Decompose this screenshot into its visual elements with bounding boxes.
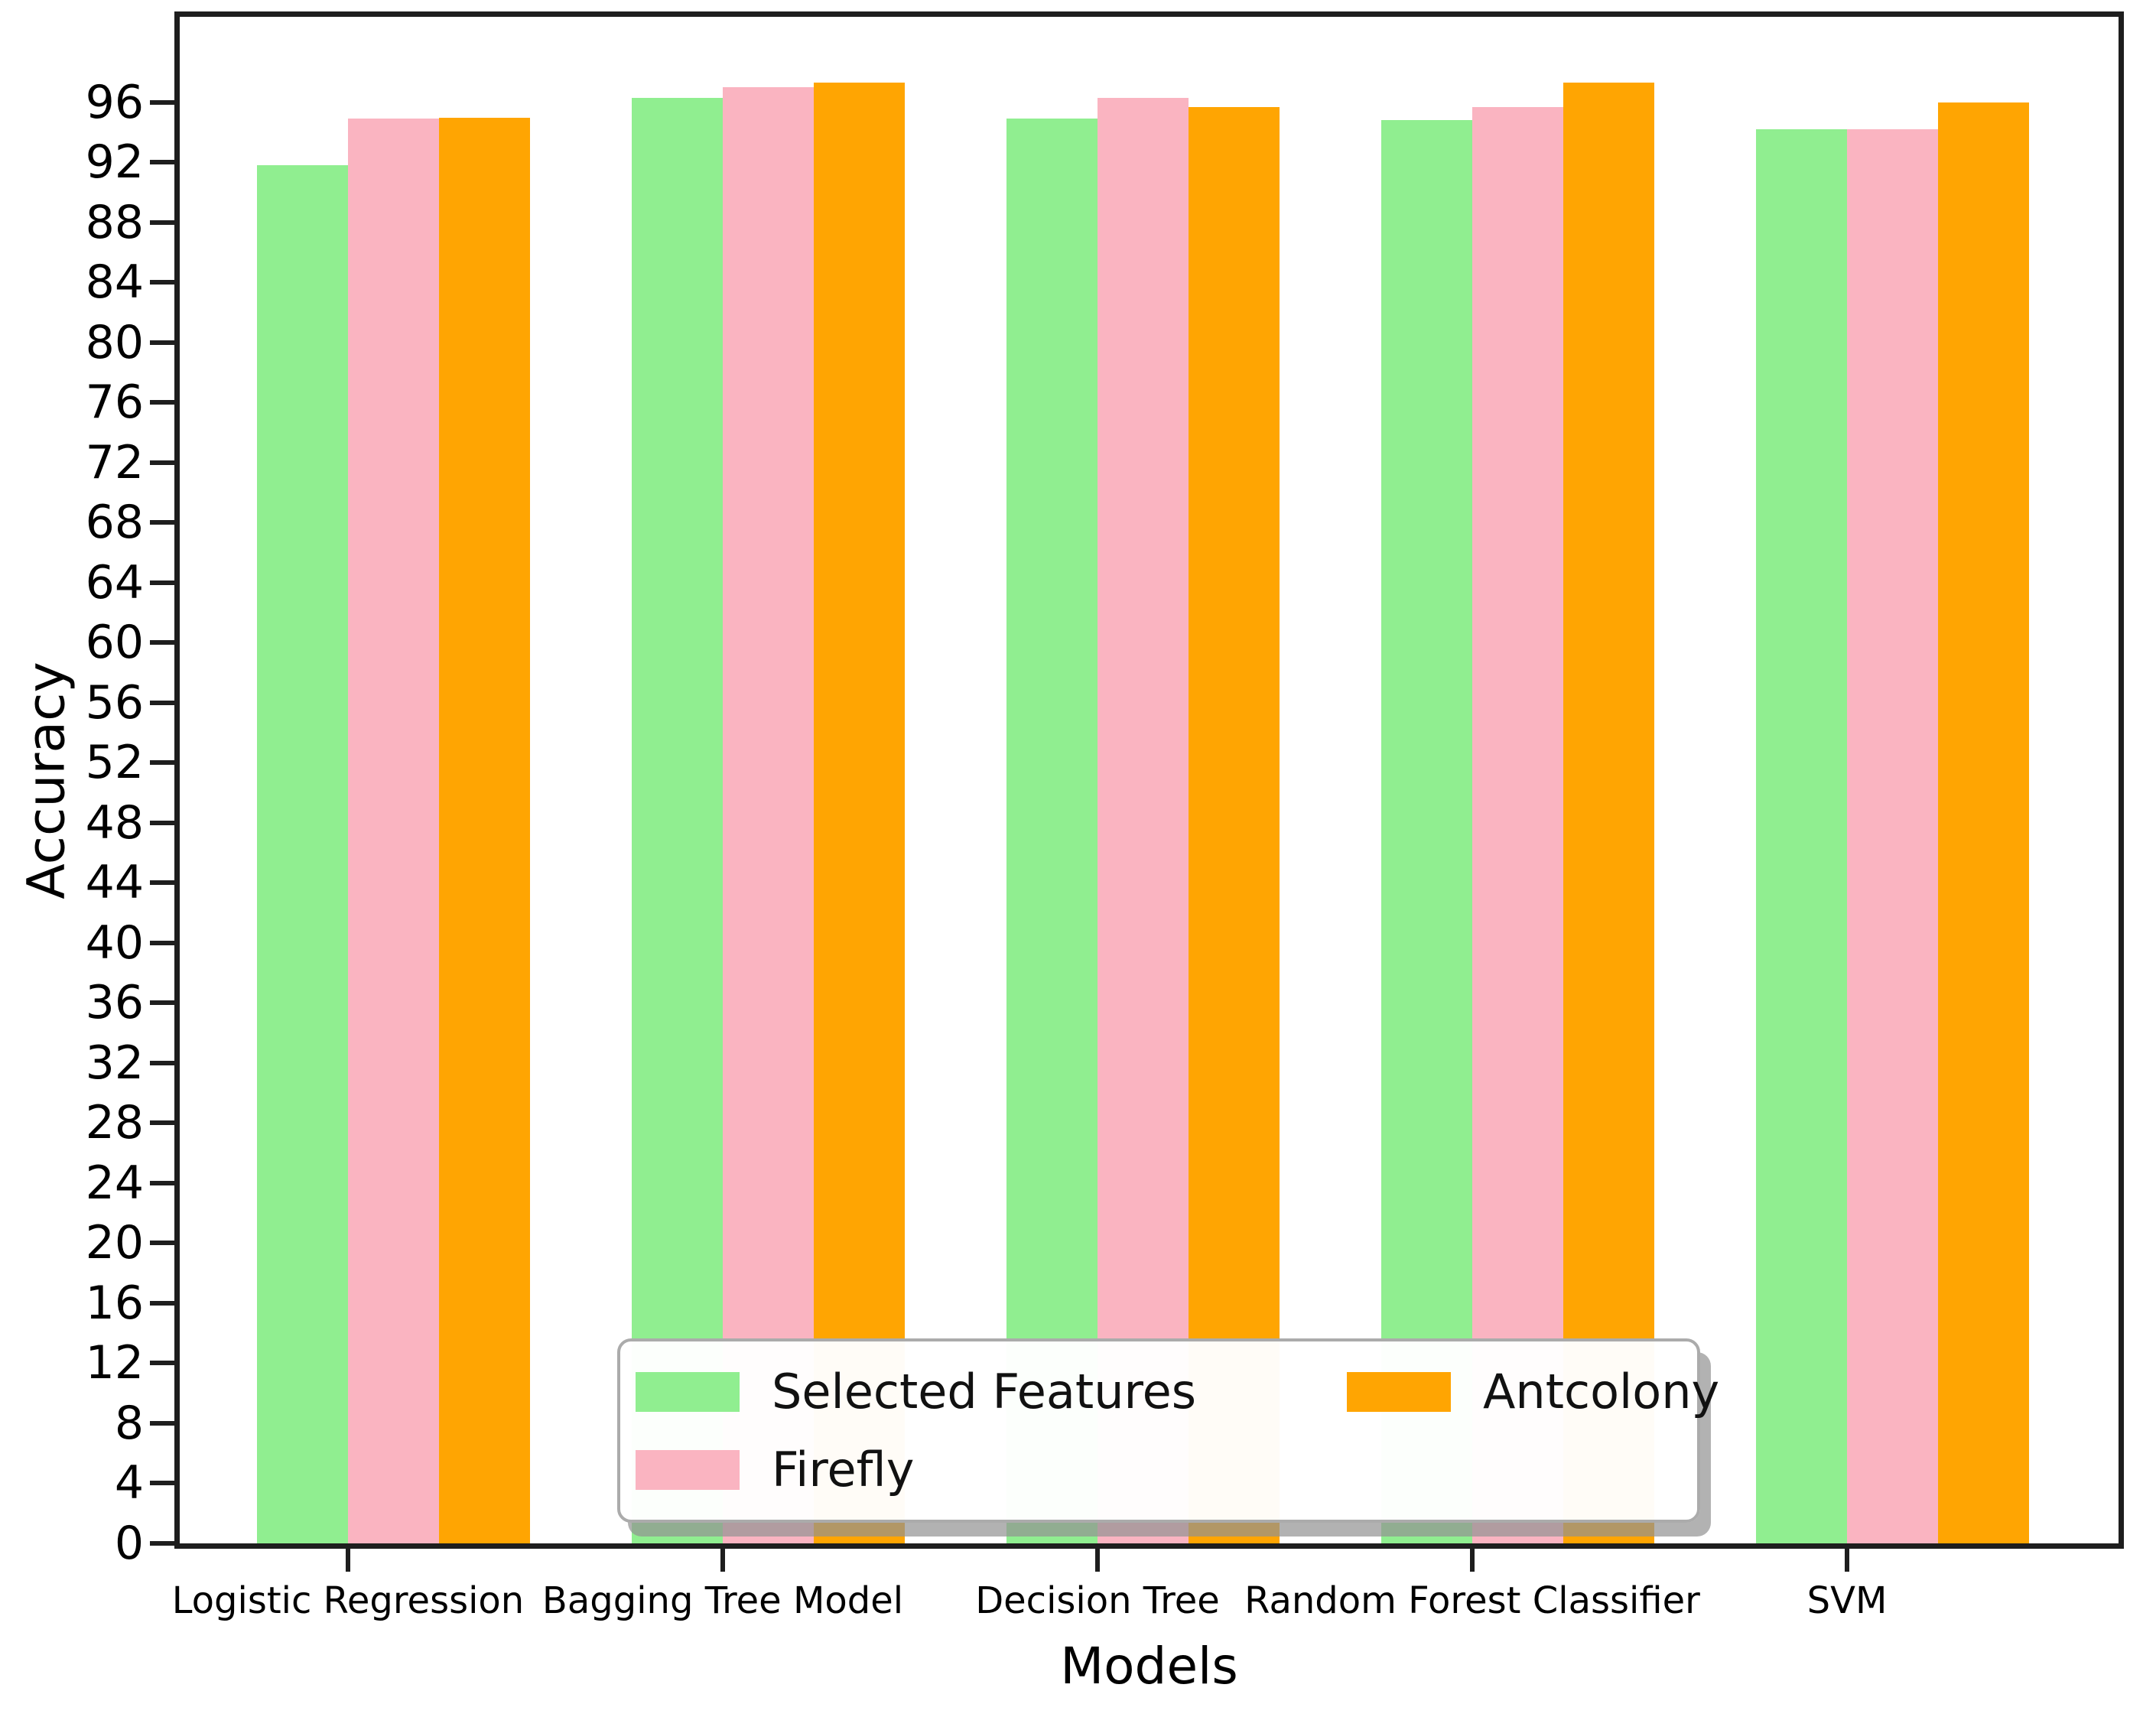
bar-antcolony-decision-tree bbox=[1189, 106, 1280, 1543]
bar-selected-features-svm bbox=[1756, 129, 1847, 1543]
y-tick-mark bbox=[150, 1180, 174, 1185]
y-tick-label: 76 bbox=[85, 376, 144, 430]
y-tick-label: 96 bbox=[85, 75, 144, 129]
y-tick-label: 84 bbox=[85, 255, 144, 310]
legend: Selected Features Firefly Antcolony bbox=[617, 1338, 1719, 1523]
y-tick-mark bbox=[150, 520, 174, 525]
y-tick-mark bbox=[150, 340, 174, 345]
y-tick-mark bbox=[150, 1000, 174, 1006]
y-tick-label: 4 bbox=[114, 1456, 144, 1511]
y-tick-mark bbox=[150, 1541, 174, 1546]
y-tick-mark bbox=[150, 640, 174, 646]
y-tick-mark bbox=[150, 1241, 174, 1246]
y-tick-label: 52 bbox=[85, 736, 144, 790]
bar-selected-features-decision-tree bbox=[1006, 119, 1098, 1543]
y-tick-label: 40 bbox=[85, 915, 144, 970]
x-tick-mark bbox=[1095, 1549, 1100, 1572]
x-tick-mark bbox=[720, 1549, 725, 1572]
y-tick-mark bbox=[150, 99, 174, 105]
legend-swatch-antcolony bbox=[1347, 1372, 1451, 1412]
y-tick-mark bbox=[150, 940, 174, 945]
legend-item-selected-features: Selected Features bbox=[636, 1355, 1196, 1429]
y-tick-label: 60 bbox=[85, 616, 144, 670]
y-tick-label: 68 bbox=[85, 496, 144, 550]
x-tick-label-bagging-tree-model: Bagging Tree Model bbox=[541, 1579, 904, 1622]
y-tick-mark bbox=[150, 400, 174, 405]
y-tick-label: 64 bbox=[85, 555, 144, 610]
y-tick-label: 28 bbox=[85, 1096, 144, 1150]
bar-firefly-svm bbox=[1847, 129, 1938, 1543]
x-tick-label-svm: SVM bbox=[1806, 1579, 1888, 1622]
y-tick-mark bbox=[150, 1420, 174, 1426]
y-tick-mark bbox=[150, 760, 174, 766]
y-tick-mark bbox=[150, 1481, 174, 1486]
y-tick-mark bbox=[150, 1120, 174, 1126]
legend-label-selected-features: Selected Features bbox=[772, 1364, 1197, 1419]
y-tick-label: 16 bbox=[85, 1276, 144, 1330]
y-tick-mark bbox=[150, 1060, 174, 1065]
y-tick-mark bbox=[150, 880, 174, 886]
y-tick-label: 92 bbox=[85, 135, 144, 190]
x-tick-mark bbox=[1845, 1549, 1849, 1572]
y-tick-label: 12 bbox=[85, 1336, 144, 1390]
y-tick-label: 72 bbox=[85, 435, 144, 489]
x-tick-mark bbox=[346, 1549, 350, 1572]
x-tick-label-random-forest-classifier: Random Forest Classifier bbox=[1244, 1579, 1700, 1622]
bar-antcolony-random-forest-classifier bbox=[1563, 83, 1654, 1543]
y-tick-label: 24 bbox=[85, 1156, 144, 1210]
x-axis-title: Models bbox=[1060, 1637, 1238, 1696]
bar-selected-features-random-forest-classifier bbox=[1381, 120, 1472, 1543]
y-tick-label: 0 bbox=[114, 1517, 144, 1570]
legend-item-antcolony: Antcolony bbox=[1347, 1355, 1719, 1429]
y-axis-title: Accuracy bbox=[5, 17, 89, 1543]
y-tick-mark bbox=[150, 460, 174, 465]
y-tick-label: 36 bbox=[85, 976, 144, 1030]
bar-firefly-decision-tree bbox=[1098, 97, 1189, 1543]
plot-area bbox=[174, 11, 2124, 1549]
bar-selected-features-bagging-tree-model bbox=[632, 97, 723, 1543]
y-tick-label: 32 bbox=[85, 1036, 144, 1090]
bar-selected-features-logistic-regression bbox=[257, 165, 348, 1543]
x-tick-mark bbox=[1470, 1549, 1475, 1572]
y-axis-title-text: Accuracy bbox=[16, 661, 77, 899]
y-tick-label: 8 bbox=[114, 1396, 144, 1450]
bar-antcolony-svm bbox=[1938, 102, 2029, 1543]
y-tick-label: 88 bbox=[85, 195, 144, 249]
y-tick-mark bbox=[150, 220, 174, 225]
bar-firefly-random-forest-classifier bbox=[1472, 106, 1563, 1543]
legend-label-firefly: Firefly bbox=[772, 1442, 915, 1497]
x-tick-label-logistic-regression: Logistic Regression bbox=[171, 1579, 525, 1622]
y-tick-label: 48 bbox=[85, 795, 144, 850]
y-tick-mark bbox=[150, 1300, 174, 1306]
y-tick-mark bbox=[150, 580, 174, 585]
legend-item-firefly: Firefly bbox=[636, 1433, 914, 1507]
y-tick-mark bbox=[150, 280, 174, 285]
y-tick-mark bbox=[150, 700, 174, 705]
bar-antcolony-logistic-regression bbox=[439, 117, 530, 1543]
legend-label-antcolony: Antcolony bbox=[1483, 1364, 1720, 1419]
y-tick-label: 56 bbox=[85, 675, 144, 730]
bar-antcolony-bagging-tree-model bbox=[814, 83, 905, 1543]
y-tick-label: 44 bbox=[85, 856, 144, 910]
y-tick-mark bbox=[150, 1361, 174, 1366]
y-tick-label: 20 bbox=[85, 1216, 144, 1270]
legend-swatch-firefly bbox=[636, 1450, 740, 1490]
legend-swatch-selected-features bbox=[636, 1372, 740, 1412]
x-tick-label-decision-tree: Decision Tree bbox=[975, 1579, 1220, 1622]
bar-firefly-bagging-tree-model bbox=[723, 87, 814, 1543]
y-tick-mark bbox=[150, 820, 174, 825]
bar-firefly-logistic-regression bbox=[348, 119, 439, 1543]
y-tick-mark bbox=[150, 160, 174, 165]
y-tick-label: 80 bbox=[85, 315, 144, 369]
